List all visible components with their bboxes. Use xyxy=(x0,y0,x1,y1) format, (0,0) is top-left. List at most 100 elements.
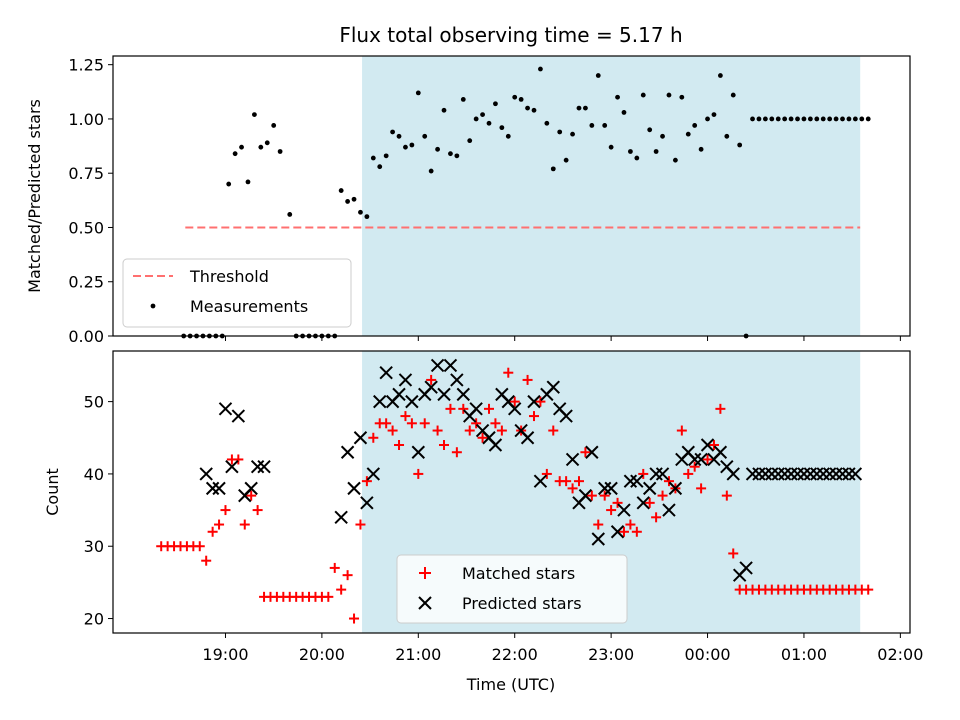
measurement-point xyxy=(634,155,640,161)
matched-star-point xyxy=(329,562,340,573)
measurement-point xyxy=(460,97,466,102)
measurement-point xyxy=(769,116,775,122)
predicted-star-mark xyxy=(642,481,657,496)
y-tick-label: 0.75 xyxy=(68,164,104,183)
legend-matched-label: Matched stars xyxy=(462,564,575,583)
matched-star-point xyxy=(606,505,617,516)
measurement-point xyxy=(807,116,813,122)
matched-star-point xyxy=(535,396,546,407)
y-tick-label: 30 xyxy=(84,537,104,556)
predicted-star-point xyxy=(694,452,708,467)
measurement-point xyxy=(840,116,845,122)
predicted-star-point xyxy=(630,474,644,488)
predicted-star-mark xyxy=(610,525,625,539)
x-axis-label: Time (UTC) xyxy=(466,675,555,694)
predicted-star-mark xyxy=(726,467,740,481)
measurement-point xyxy=(750,116,755,122)
measurement-point xyxy=(239,144,244,150)
predicted-star-mark xyxy=(360,496,374,510)
matched-star-point xyxy=(561,476,572,487)
measurement-point xyxy=(576,105,582,111)
predicted-star-point xyxy=(655,467,670,481)
matched-star-point xyxy=(349,613,360,624)
matched-star-point xyxy=(201,555,212,566)
predicted-star-mark xyxy=(205,481,220,496)
predicted-star-mark xyxy=(552,402,567,416)
legend-threshold-label: Threshold xyxy=(189,267,269,286)
predicted-star-mark xyxy=(514,423,528,438)
x-tick-label: 02:00 xyxy=(877,645,923,664)
predicted-star-mark xyxy=(231,409,246,423)
predicted-star-mark xyxy=(623,474,638,488)
predicted-star-point xyxy=(199,467,213,481)
matched-star-point xyxy=(445,403,456,414)
measurement-point xyxy=(544,120,550,126)
x-tick-label: 01:00 xyxy=(781,645,827,664)
predicted-star-point xyxy=(565,452,580,467)
predicted-star-point xyxy=(739,561,753,575)
predicted-star-mark xyxy=(700,438,715,452)
measurement-point xyxy=(271,123,277,128)
top-panel: 0.00 0.25 0.50 0.75 1.00 1.25 Matched/Predict… xyxy=(25,55,911,346)
predicted-star-mark xyxy=(546,380,560,394)
predicted-star-mark xyxy=(578,488,593,503)
measurement-point xyxy=(846,116,852,122)
predicted-star-mark xyxy=(752,467,766,481)
predicted-star-mark xyxy=(405,394,419,409)
predicted-star-point xyxy=(231,409,246,423)
predicted-star-point xyxy=(257,459,271,474)
matched-star-point xyxy=(528,411,539,422)
matched-star-point xyxy=(484,403,495,414)
measurement-point xyxy=(640,92,646,98)
measurement-point xyxy=(583,105,588,111)
predicted-star-point xyxy=(488,438,503,452)
predicted-star-point xyxy=(784,467,798,481)
measurement-point xyxy=(358,209,363,215)
predicted-star-mark xyxy=(630,474,644,488)
measurement-point xyxy=(711,112,717,118)
matched-star-point xyxy=(593,519,604,530)
predicted-star-point xyxy=(218,402,233,416)
predicted-star-point xyxy=(244,481,258,496)
legend-predicted-swatch xyxy=(418,596,432,610)
predicted-star-point xyxy=(520,431,535,445)
predicted-star-mark xyxy=(559,409,573,423)
predicted-star-point xyxy=(610,525,625,539)
legend-measurements-swatch xyxy=(150,303,156,309)
predicted-star-mark xyxy=(424,380,438,394)
predicted-star-point xyxy=(777,467,792,481)
predicted-star-point xyxy=(585,445,599,459)
measurement-point xyxy=(245,179,251,185)
predicted-star-point xyxy=(212,481,226,496)
predicted-star-mark xyxy=(842,467,856,481)
predicted-star-mark xyxy=(443,358,458,373)
predicted-star-point xyxy=(366,467,381,481)
x-tick-label: 19:00 xyxy=(202,645,248,664)
measurement-point xyxy=(226,181,232,187)
matched-star-point xyxy=(400,411,411,422)
predicted-star-point xyxy=(379,365,393,380)
y-tick-label: 0.25 xyxy=(68,273,104,292)
measurement-point xyxy=(277,149,283,154)
measurement-point xyxy=(782,116,788,122)
measurement-point xyxy=(647,127,653,133)
y-tick-label: 0.00 xyxy=(68,327,104,346)
measurement-point xyxy=(383,153,389,159)
predicted-star-mark xyxy=(777,467,792,481)
predicted-star-mark xyxy=(430,358,445,373)
y-tick-label: 1.00 xyxy=(68,110,104,129)
measurement-point xyxy=(859,116,865,122)
predicted-star-mark xyxy=(257,459,271,474)
predicted-star-mark xyxy=(340,445,355,459)
predicted-star-mark xyxy=(662,503,676,517)
bottom-panel: 20 30 40 50 19:00 20:00 21:00 22:00 23:00 00:00 0… xyxy=(43,350,923,694)
predicted-star-mark xyxy=(790,467,805,481)
bottom-x-ticks: 19:00 20:00 21:00 22:00 23:00 00:00 01:00 02:00 xyxy=(202,633,923,664)
predicted-star-mark xyxy=(250,459,265,474)
x-tick-label: 00:00 xyxy=(684,645,730,664)
matched-star-point xyxy=(503,367,514,378)
predicted-star-point xyxy=(842,467,856,481)
predicted-star-mark xyxy=(784,467,798,481)
predicted-star-mark xyxy=(495,387,509,402)
predicted-star-mark xyxy=(508,402,522,416)
